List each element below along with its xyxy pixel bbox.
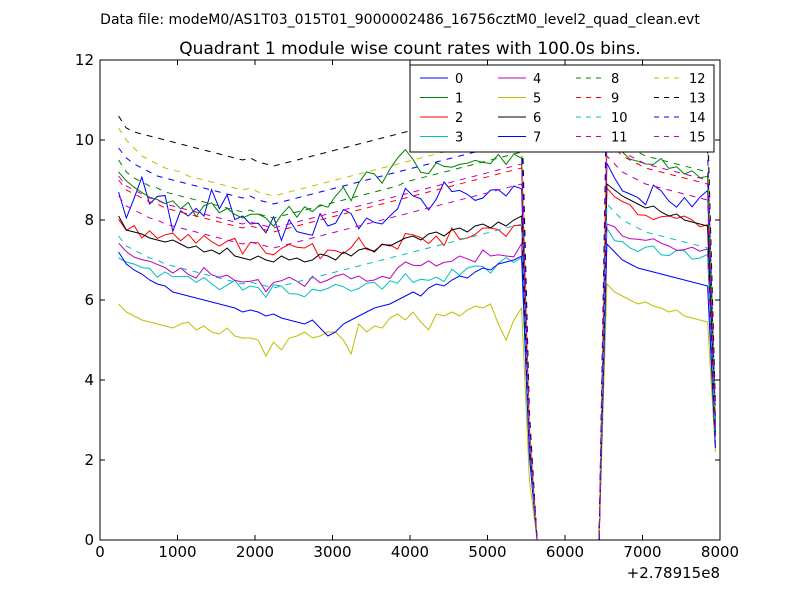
x-tick-label: 8000 bbox=[701, 543, 739, 561]
y-tick-label: 2 bbox=[84, 451, 94, 469]
legend-label-1: 1 bbox=[455, 92, 463, 107]
y-tick-label: 4 bbox=[84, 371, 94, 389]
legend-label-11: 11 bbox=[611, 131, 628, 146]
x-offset-label: +2.78915e8 bbox=[627, 564, 720, 582]
legend-label-15: 15 bbox=[689, 131, 706, 146]
series-line-8 bbox=[118, 126, 716, 540]
series-line-11 bbox=[118, 154, 716, 540]
y-tick-label: 8 bbox=[84, 211, 94, 229]
x-tick-label: 5000 bbox=[468, 543, 506, 561]
legend-label-12: 12 bbox=[689, 72, 706, 87]
x-tick-label: 6000 bbox=[546, 543, 584, 561]
chart-title: Quadrant 1 module wise count rates with … bbox=[179, 39, 640, 59]
legend-label-14: 14 bbox=[689, 111, 706, 126]
legend-label-0: 0 bbox=[455, 72, 463, 87]
series-line-7 bbox=[118, 242, 716, 540]
legend-label-5: 5 bbox=[533, 92, 541, 107]
x-tick-label: 4000 bbox=[391, 543, 429, 561]
legend-label-9: 9 bbox=[611, 92, 619, 107]
legend-label-10: 10 bbox=[611, 111, 628, 126]
series-line-10 bbox=[118, 202, 716, 540]
chart-suptitle: Data file: modeM0/AS1T03_015T01_90000024… bbox=[100, 12, 700, 28]
x-tick-label: 2000 bbox=[236, 543, 274, 561]
series-line-9 bbox=[118, 138, 716, 540]
x-tick-label: 7000 bbox=[623, 543, 661, 561]
tick-layer: 0 1000 2000 3000 4000 5000 6000 7000 80000246810… bbox=[75, 51, 739, 561]
x-tick-label: 0 bbox=[95, 543, 105, 561]
legend-label-13: 13 bbox=[689, 92, 706, 107]
series-layer bbox=[118, 74, 716, 540]
x-tick-label: 1000 bbox=[158, 543, 196, 561]
y-tick-label: 10 bbox=[75, 131, 94, 149]
legend-label-8: 8 bbox=[611, 72, 619, 87]
series-line-15 bbox=[118, 134, 716, 540]
y-tick-label: 6 bbox=[84, 291, 94, 309]
series-line-5 bbox=[118, 282, 716, 540]
series-line-2 bbox=[118, 186, 716, 540]
series-line-6 bbox=[118, 182, 716, 540]
legend-box bbox=[409, 64, 715, 153]
legend-label-3: 3 bbox=[455, 131, 463, 146]
legend-label-7: 7 bbox=[533, 131, 541, 146]
series-line-4 bbox=[118, 223, 716, 540]
legend-label-2: 2 bbox=[455, 111, 463, 126]
y-tick-label: 0 bbox=[84, 531, 94, 549]
legend-label-4: 4 bbox=[533, 72, 541, 87]
x-tick-label: 3000 bbox=[313, 543, 351, 561]
y-tick-label: 12 bbox=[75, 51, 94, 69]
series-line-12 bbox=[118, 98, 716, 540]
series-line-3 bbox=[118, 226, 716, 540]
legend-label-6: 6 bbox=[533, 111, 541, 126]
